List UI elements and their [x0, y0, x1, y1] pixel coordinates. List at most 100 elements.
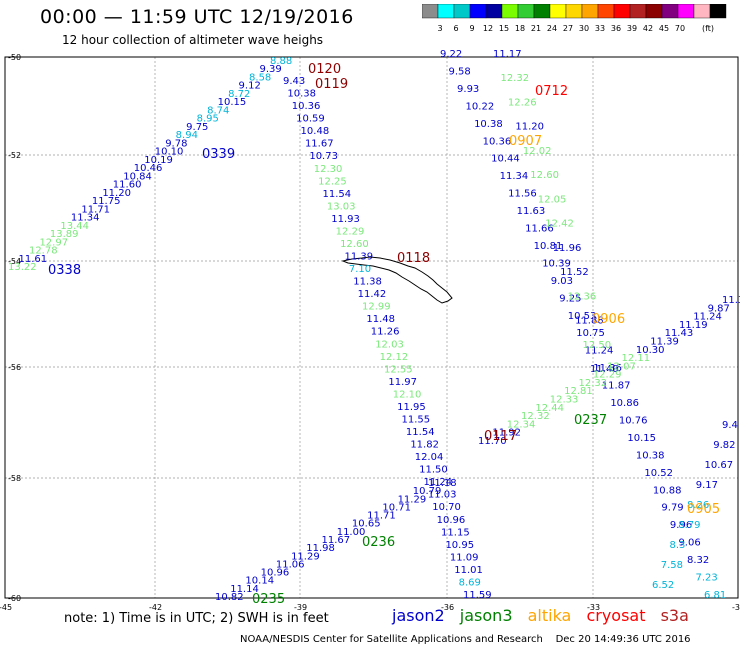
swh-value-se: 9.4	[722, 420, 738, 431]
swh-value-ne: 12.44	[535, 403, 564, 414]
swh-value-east: 10.38	[474, 119, 503, 130]
swh-value-green: 11.96	[553, 243, 582, 254]
swh-value-center: 13.03	[327, 201, 356, 212]
swh-value-nw: 13.22	[8, 262, 37, 273]
swh-value-east: 11.24	[585, 346, 614, 357]
swh-value-green: 12.26	[508, 97, 537, 108]
swh-value-center: 10.96	[437, 515, 466, 526]
lon-tick-label: -39	[294, 603, 307, 612]
legend-swatch	[453, 4, 471, 19]
swh-value-ne: 12.34	[507, 419, 536, 430]
pass-label: 0907	[509, 134, 542, 149]
swh-value-green: 11.88	[575, 316, 604, 327]
swh-value-ne: 12.11	[622, 353, 651, 364]
swh-value-east: 10.52	[644, 468, 673, 479]
swh-value-nw: 10.19	[144, 155, 173, 166]
swh-value-nw: 12.78	[29, 246, 58, 257]
swh-value-nw: 11.61	[18, 254, 47, 265]
legend-label: 42	[643, 24, 653, 33]
swh-value-se: 9.17	[696, 480, 718, 491]
swh-value-center: 11.54	[323, 189, 352, 200]
swh-value-center: 12.10	[393, 389, 422, 400]
swh-value-east: 7.23	[695, 573, 717, 584]
legend-label: 36	[611, 24, 621, 33]
map-border	[4, 56, 739, 599]
swh-value-center: 12.55	[384, 364, 413, 375]
legend-swatch	[533, 4, 551, 19]
pass-label: 0117	[484, 429, 517, 444]
swh-value-east: 9.58	[449, 66, 471, 77]
swh-value-east: 11.34	[500, 171, 529, 182]
legend-label: 21	[531, 24, 541, 33]
swh-value-ne: 11.39	[650, 336, 679, 347]
map-frame	[4, 56, 739, 599]
lon-tick-label: -36	[441, 603, 454, 612]
swh-value-center: 12.03	[375, 339, 404, 350]
swh-value-se: 8.26	[687, 500, 709, 511]
satellite-legend: jason2 jason3 altika cryosat s3a	[392, 606, 699, 625]
swh-value-nw: 9.75	[186, 122, 208, 133]
footnote: note: 1) Time is in UTC; 2) SWH is in fe…	[64, 611, 329, 626]
lon-tick-label: -33	[587, 603, 600, 612]
swh-value-ne: 9.87	[708, 303, 730, 314]
lat-tick-label: -52	[8, 151, 21, 160]
swh-value-ne: 12.32	[578, 378, 607, 389]
swh-value-center: 11.26	[371, 327, 400, 338]
swh-value-east: 11.36	[593, 363, 622, 374]
swh-value-east: 9.79	[661, 503, 683, 514]
swh-value-nw: 10.10	[155, 147, 184, 158]
swh-value-east: 9.96	[670, 520, 692, 531]
swh-value-center: 11.59	[463, 590, 492, 601]
swh-value-nw: 8.88	[270, 56, 292, 67]
legend-swatch	[645, 4, 663, 19]
swh-value-ne: 12.33	[550, 395, 579, 406]
swh-value-nw: 11.60	[113, 180, 142, 191]
lat-tick-label: -60	[8, 594, 21, 603]
swh-value-center: 11.09	[450, 552, 479, 563]
swh-value-sw: 10.79	[413, 486, 442, 497]
legend-label: 27	[563, 24, 573, 33]
lat-tick-label: -56	[8, 363, 21, 372]
lat-tick-label: -50	[8, 53, 21, 62]
legend-swatch	[549, 4, 567, 19]
swh-value-ne: 12.07	[607, 361, 636, 372]
altimeter-tracks: 13.2211.6112.7812.9713.8913.4411.3411.71…	[8, 49, 740, 603]
legend-swatch	[677, 4, 695, 19]
lat-tick-label: -54	[8, 257, 21, 266]
swh-value-east: 10.88	[653, 485, 682, 496]
swh-value-center: 10.73	[309, 151, 338, 162]
swh-value-nw: 11.75	[92, 196, 121, 207]
swh-value-nw: 13.44	[60, 221, 89, 232]
swh-value-east: 11.63	[517, 206, 546, 217]
swh-value-green: 11.40	[590, 364, 619, 375]
legend-label: 3	[437, 24, 442, 33]
pass-label: 0712	[535, 84, 568, 99]
legend-swatch	[501, 4, 519, 19]
swh-value-sw: 11.00	[337, 527, 366, 538]
swh-value-east: 10.39	[542, 258, 571, 269]
swh-value-ne: 12.81	[564, 386, 593, 397]
page-subtitle: 12 hour collection of altimeter wave hei…	[62, 33, 324, 47]
legend-swatch	[469, 4, 487, 19]
swh-value-nw: 11.20	[102, 188, 131, 199]
legend-label: 30	[579, 24, 589, 33]
swh-value-center: 11.50	[419, 465, 448, 476]
pass-label: 0118	[397, 251, 430, 266]
swh-value-sw: 11.98	[306, 543, 335, 554]
pass-label: 0338	[48, 263, 81, 278]
swh-value-center: 11.15	[441, 527, 470, 538]
swh-value-sw: 10.82	[215, 592, 244, 603]
legend-swatch	[517, 4, 535, 19]
swh-value-se: 8.79	[678, 520, 700, 531]
swh-value-center: 10.95	[445, 540, 474, 551]
swh-value-center: 12.30	[314, 164, 343, 175]
swh-value-center: 8.69	[459, 577, 481, 588]
swh-value-east: 10.76	[619, 415, 648, 426]
pass-label: 0236	[362, 535, 395, 550]
swh-value-sw: 11.14	[230, 584, 259, 595]
swh-value-center: 11.82	[410, 440, 439, 451]
swh-value-sw: 11.18	[428, 478, 457, 489]
swh-value-nw: 10.15	[218, 97, 247, 108]
swh-value-east: 11.66	[525, 224, 554, 235]
